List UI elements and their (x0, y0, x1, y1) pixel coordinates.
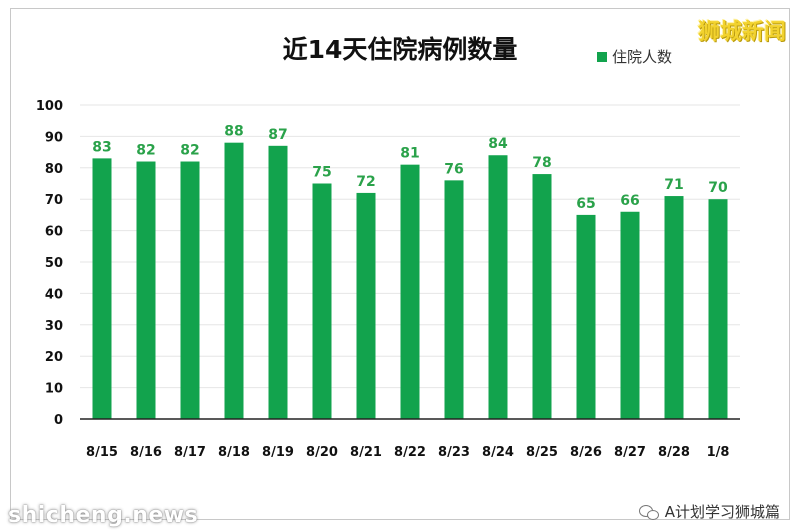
site-watermark: shicheng.news (8, 503, 199, 528)
x-tick-label: 8/16 (130, 445, 162, 460)
data-label: 82 (136, 143, 155, 159)
data-label: 82 (180, 143, 199, 159)
bar (268, 145, 288, 419)
y-axis-ticks: 0 10 20 30 40 50 60 70 80 90 100 (36, 99, 63, 428)
x-tick-label: 8/25 (526, 445, 558, 460)
data-label: 65 (576, 196, 595, 212)
y-tick-label: 20 (45, 350, 63, 365)
x-tick-label: 1/8 (707, 445, 730, 460)
x-tick-label: 8/22 (394, 445, 426, 460)
bar (532, 174, 552, 419)
data-label: 66 (620, 193, 639, 209)
x-tick-label: 8/15 (86, 445, 118, 460)
data-label: 78 (532, 155, 551, 171)
data-label: 88 (224, 124, 243, 140)
data-label: 70 (708, 180, 728, 196)
chart-title: 近14天住院病例数量 (283, 35, 518, 64)
bar (664, 196, 684, 419)
y-tick-label: 0 (54, 413, 63, 428)
x-tick-label: 8/28 (658, 445, 690, 460)
bars (92, 142, 728, 420)
x-tick-label: 8/19 (262, 445, 294, 460)
data-label: 72 (356, 174, 375, 190)
bar (224, 142, 244, 419)
y-tick-label: 100 (36, 99, 63, 114)
data-label: 81 (400, 146, 419, 162)
bar (620, 211, 640, 419)
legend-swatch (597, 52, 607, 62)
wechat-icon (638, 504, 659, 520)
brand-logo: 狮城新闻 (697, 20, 786, 45)
x-tick-label: 8/21 (350, 445, 382, 460)
bar (180, 161, 200, 419)
x-tick-label: 8/18 (218, 445, 250, 460)
x-tick-label: 8/20 (306, 445, 338, 460)
y-tick-label: 80 (45, 162, 63, 177)
data-label: 83 (92, 139, 111, 155)
data-label: 71 (664, 177, 683, 193)
x-tick-label: 8/26 (570, 445, 602, 460)
x-tick-label: 8/17 (174, 445, 206, 460)
bar (92, 158, 112, 419)
wechat-account-name: A计划学习狮城篇 (664, 503, 780, 521)
y-tick-label: 70 (45, 193, 63, 208)
x-axis-ticks: 8/15 8/16 8/17 8/18 8/19 8/20 8/21 8/22 8/23 8/24… (86, 445, 729, 460)
y-tick-label: 90 (45, 130, 63, 145)
data-label: 76 (444, 161, 463, 177)
y-tick-label: 10 (45, 382, 63, 397)
bar (708, 199, 728, 419)
bar (400, 164, 420, 419)
x-tick-label: 8/24 (482, 445, 514, 460)
bar (488, 155, 508, 420)
data-label: 84 (488, 136, 508, 152)
y-tick-label: 50 (45, 256, 63, 271)
y-tick-label: 30 (45, 319, 63, 334)
data-label: 87 (268, 127, 287, 143)
wechat-account[interactable]: A计划学习狮城篇 (638, 501, 780, 522)
x-tick-label: 8/27 (614, 445, 646, 460)
x-tick-label: 8/23 (438, 445, 470, 460)
y-tick-label: 40 (45, 287, 63, 302)
data-labels: 83 82 82 88 87 75 72 81 76 84 78 65 66 71 70 (92, 124, 728, 212)
bar (136, 161, 156, 419)
legend: 住院人数 (597, 48, 672, 66)
bar (312, 183, 332, 419)
bar (356, 192, 376, 419)
legend-label: 住院人数 (612, 48, 672, 66)
bar (444, 180, 464, 419)
y-tick-label: 60 (45, 225, 63, 240)
bar (576, 214, 596, 419)
data-label: 75 (312, 165, 331, 181)
